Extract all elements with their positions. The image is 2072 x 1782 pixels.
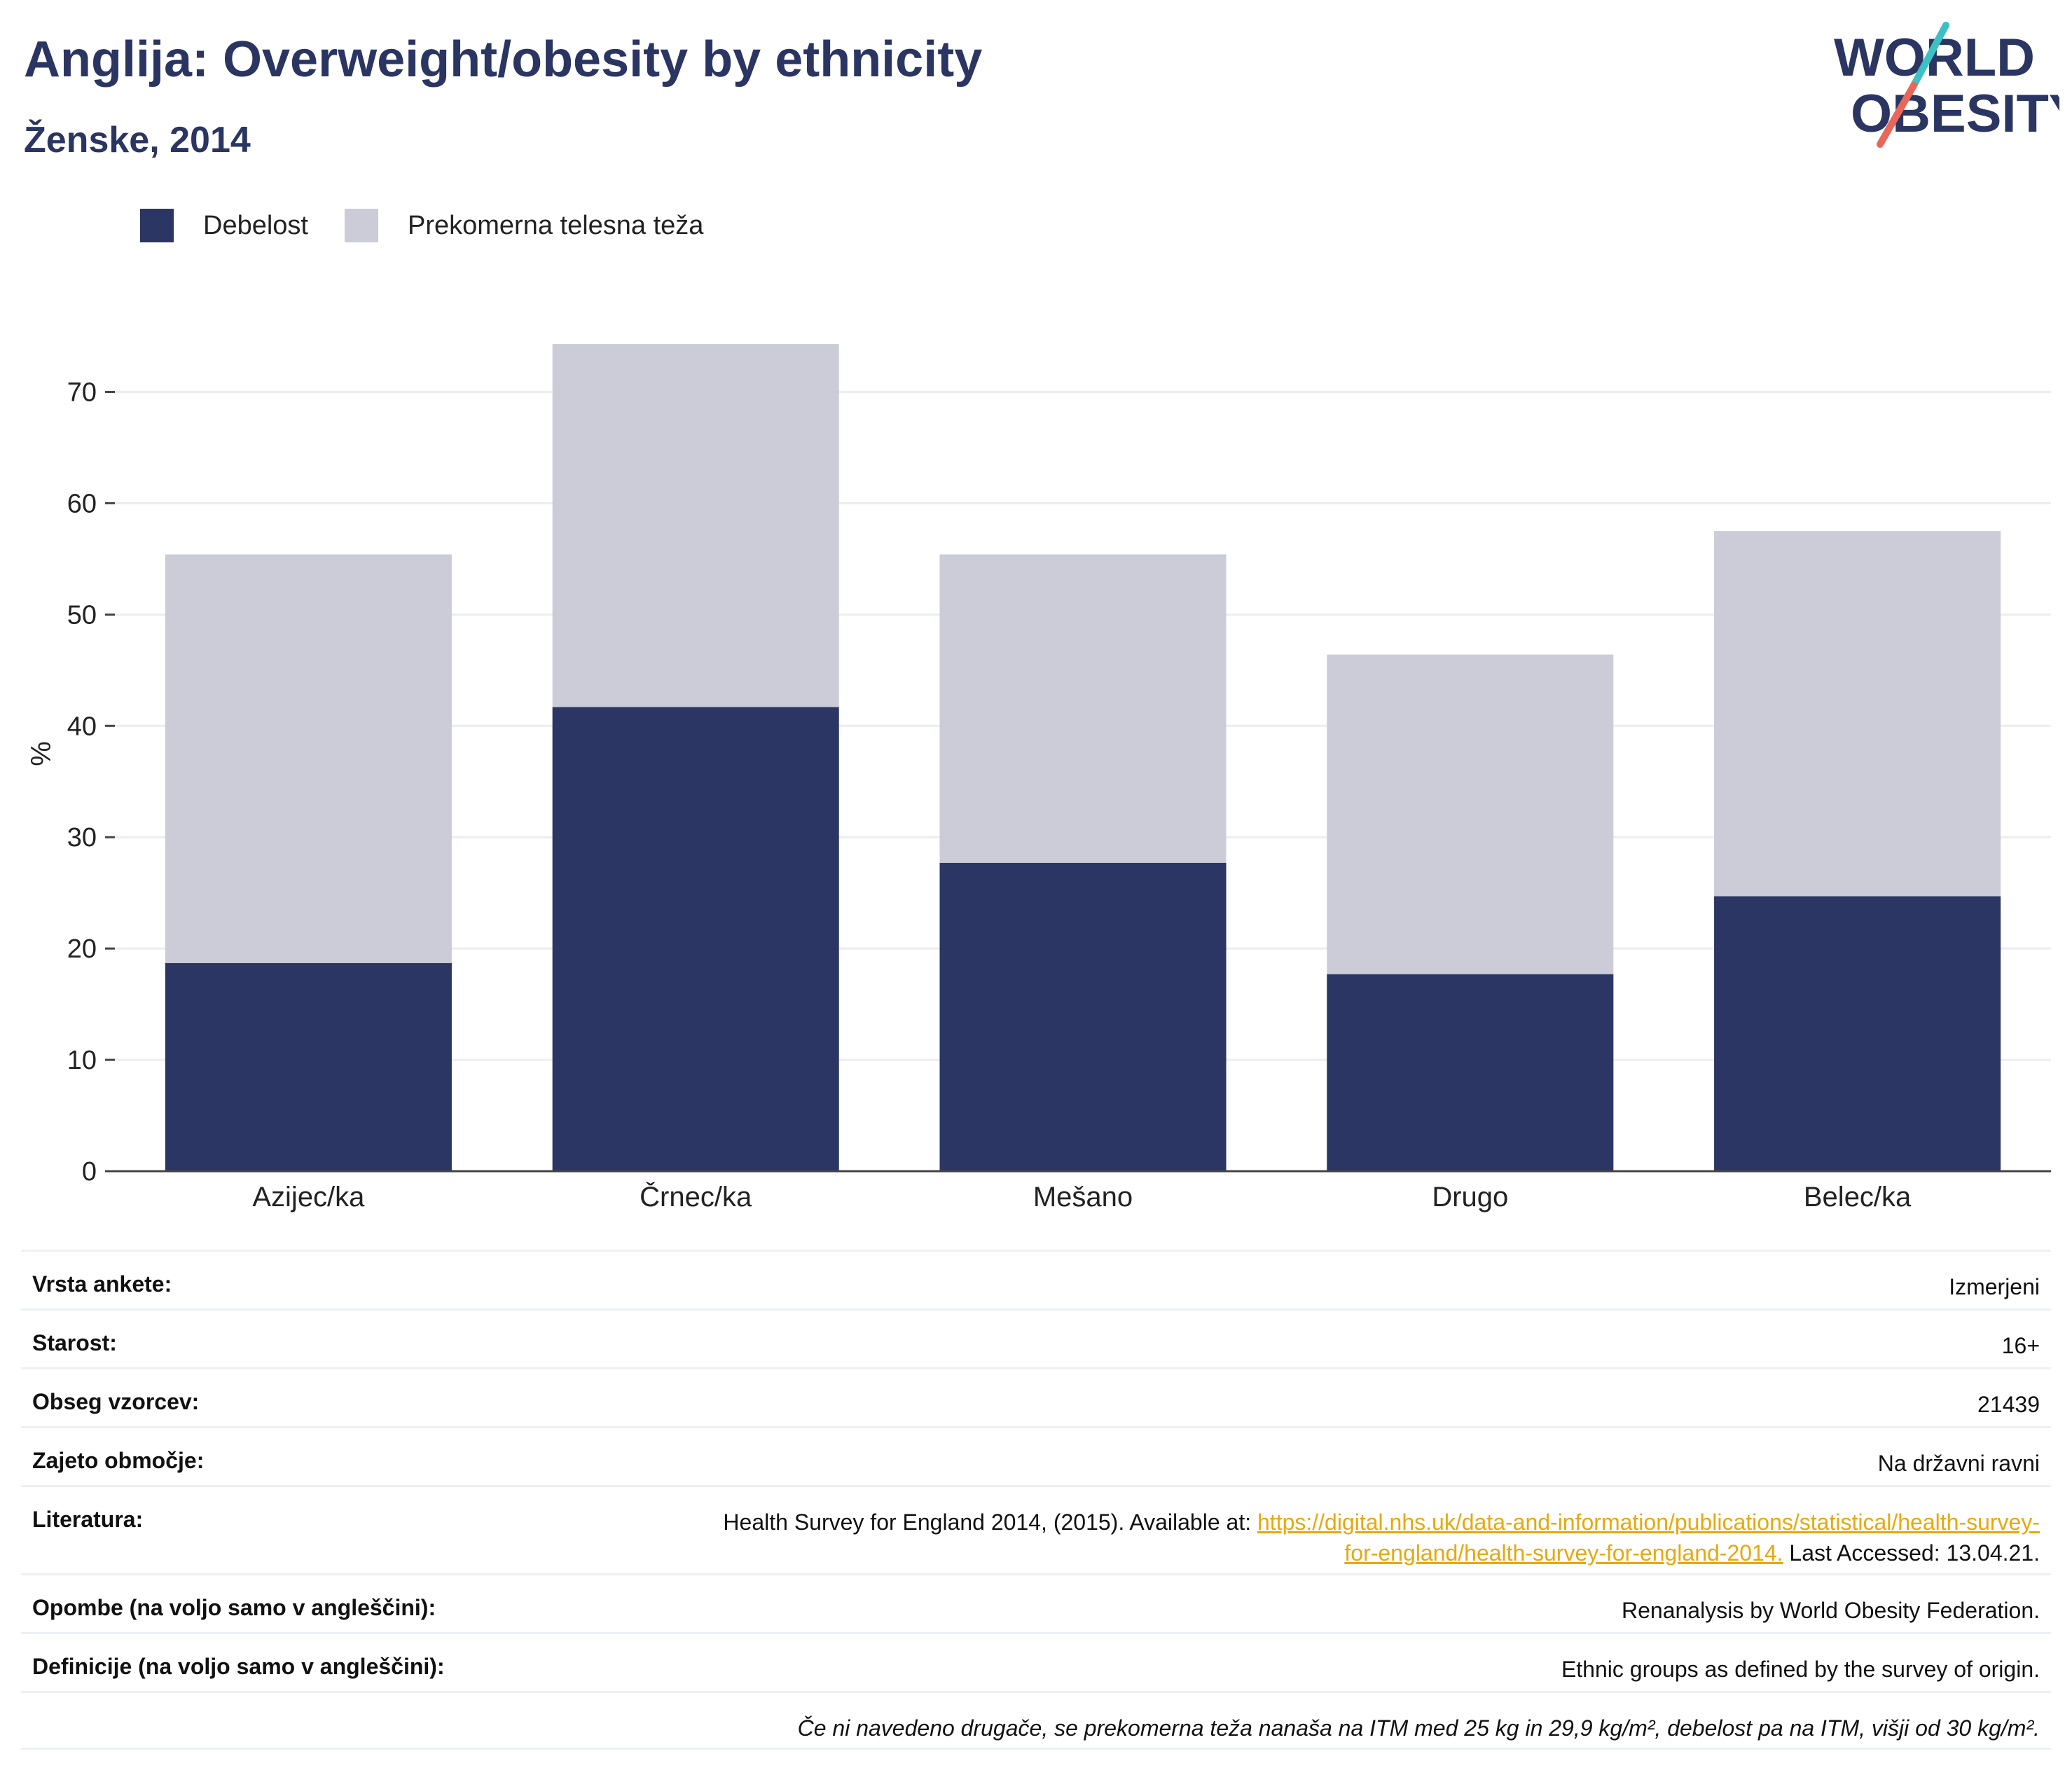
literature-prefix: Health Survey for England 2014, (2015). … [723,1510,1257,1535]
x-tick-label: Belec/ka [1804,1182,1912,1213]
chart-legend: Debelost Prekomerna telesna teža [140,209,740,242]
info-key: Starost: [32,1330,117,1355]
bar-obesity [1714,896,2001,1171]
x-tick-label: Črnec/ka [640,1181,752,1213]
y-tick-label: 0 [82,1157,97,1187]
y-tick-label: 10 [67,1046,97,1075]
info-row-age: Starost: 16+ [21,1308,2051,1367]
info-value: Izmerjeni [1949,1274,2040,1299]
bar-overweight [552,344,839,707]
bar-obesity [939,862,1227,1171]
page-title: Anglija: Overweight/obesity by ethnicity [24,32,983,88]
literature-link-part2[interactable]: for-england/health-survey-for-england-20… [1344,1540,1783,1566]
x-tick-label: Azijec/ka [252,1182,365,1213]
y-tick-label: 40 [67,712,97,741]
legend-label-obesity: Debelost [203,210,308,240]
info-value: 21439 [1977,1392,2040,1417]
y-tick-label: 50 [67,600,97,630]
y-tick-label: 60 [67,489,97,518]
info-row-definitions: Definicije (na voljo samo v angleščini):… [21,1632,2051,1691]
info-row-survey-type: Vrsta ankete: Izmerjeni [21,1250,2051,1308]
logo-line1: WORLD [1834,28,2035,88]
info-key: Obseg vzorcev: [32,1389,200,1414]
legend-item-overweight[interactable]: Prekomerna telesna teža [344,209,704,242]
info-value: 16+ [2001,1333,2040,1358]
x-tick-label: Drugo [1432,1182,1508,1213]
legend-label-overweight: Prekomerna telesna teža [407,210,704,240]
y-tick-label: 30 [67,823,97,852]
y-axis-label: % [26,741,57,766]
logo-slash-teal [1910,22,1949,89]
bar-obesity [165,962,452,1171]
legend-swatch-overweight [344,209,378,242]
bar-overweight [1327,654,1614,974]
info-value: Ethnic groups as defined by the survey o… [1561,1657,2040,1682]
info-key: Literatura: [32,1507,144,1532]
y-tick-label: 70 [67,378,97,407]
literature-link-part1[interactable]: https://digital.nhs.uk/data-and-informat… [1257,1510,2040,1535]
logo-slash-red [1877,82,1917,148]
world-obesity-logo: WORLD OBESITY [1834,22,2059,148]
info-row-footnote: Če ni navedeno drugače, se prekomerna te… [21,1691,2051,1750]
info-key: Zajeto območje: [32,1448,205,1473]
info-key: Opombe (na voljo samo v angleščini): [32,1595,436,1620]
x-tick-label: Mešano [1033,1182,1133,1213]
bar-overweight [1714,531,2001,897]
info-key: Vrsta ankete: [32,1271,172,1297]
info-value: Renanalysis by World Obesity Federation. [1621,1598,2040,1623]
stacked-bar-chart: 0 10 20 30 40 50 60 70% Azijec/ka Črnec/ka Mešano D… [26,344,2051,1213]
info-table: Vrsta ankete: Izmerjeni Starost: 16+ Obs… [21,1250,2051,1750]
info-row-coverage: Zajeto območje: Na državni ravni [21,1426,2051,1485]
info-key: Definicije (na voljo samo v angleščini): [32,1654,445,1679]
y-tick-label: 20 [67,934,97,964]
bar-obesity [552,707,839,1171]
bar-overweight [939,554,1227,863]
page-subtitle: Ženske, 2014 [24,120,251,160]
info-row-sample-size: Obseg vzorcev: 21439 [21,1367,2051,1426]
info-row-literature: Literatura: Health Survey for England 20… [21,1485,2051,1573]
literature-suffix: Last Accessed: 13.04.21. [1783,1540,2040,1566]
legend-swatch-obesity [140,209,174,242]
info-row-notes: Opombe (na voljo samo v angleščini): Ren… [21,1573,2051,1632]
legend-item-obesity[interactable]: Debelost [140,209,308,242]
info-value: Health Survey for England 2014, (2015). … [723,1487,2040,1568]
bar-obesity [1327,974,1614,1171]
bar-overweight [165,554,452,963]
info-value: Na državni ravni [1877,1451,2040,1476]
footnote: Če ni navedeno drugače, se prekomerna te… [797,1715,2040,1741]
